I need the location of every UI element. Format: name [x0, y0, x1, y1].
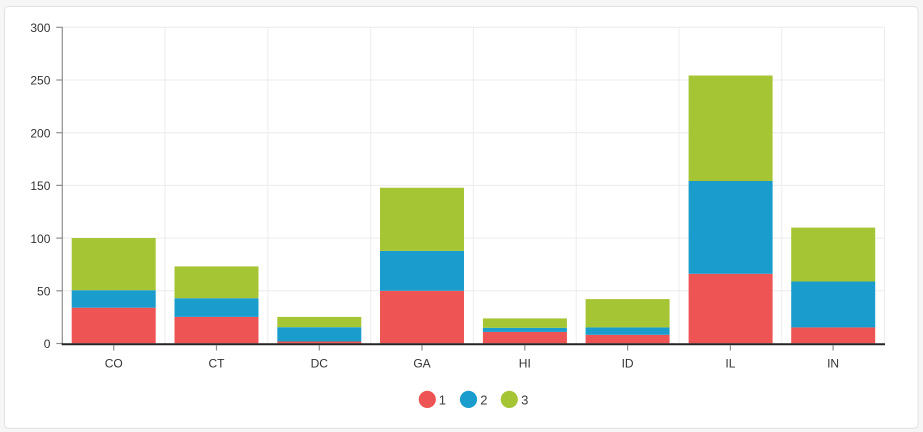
svg-text:1: 1	[439, 392, 446, 407]
svg-text:HI: HI	[519, 357, 531, 371]
svg-text:GA: GA	[413, 357, 430, 371]
svg-text:250: 250	[30, 74, 50, 88]
svg-text:DC: DC	[311, 357, 329, 371]
svg-text:300: 300	[30, 21, 50, 35]
svg-text:100: 100	[30, 232, 50, 246]
svg-text:ID: ID	[622, 357, 634, 371]
svg-text:0: 0	[44, 337, 51, 351]
svg-text:3: 3	[521, 392, 528, 407]
svg-text:CT: CT	[209, 357, 226, 371]
svg-text:150: 150	[30, 179, 50, 193]
svg-text:50: 50	[37, 285, 51, 299]
svg-text:CO: CO	[105, 357, 123, 371]
svg-text:IN: IN	[827, 357, 839, 371]
svg-text:IL: IL	[725, 357, 735, 371]
svg-text:2: 2	[480, 392, 487, 407]
svg-text:200: 200	[30, 126, 50, 140]
